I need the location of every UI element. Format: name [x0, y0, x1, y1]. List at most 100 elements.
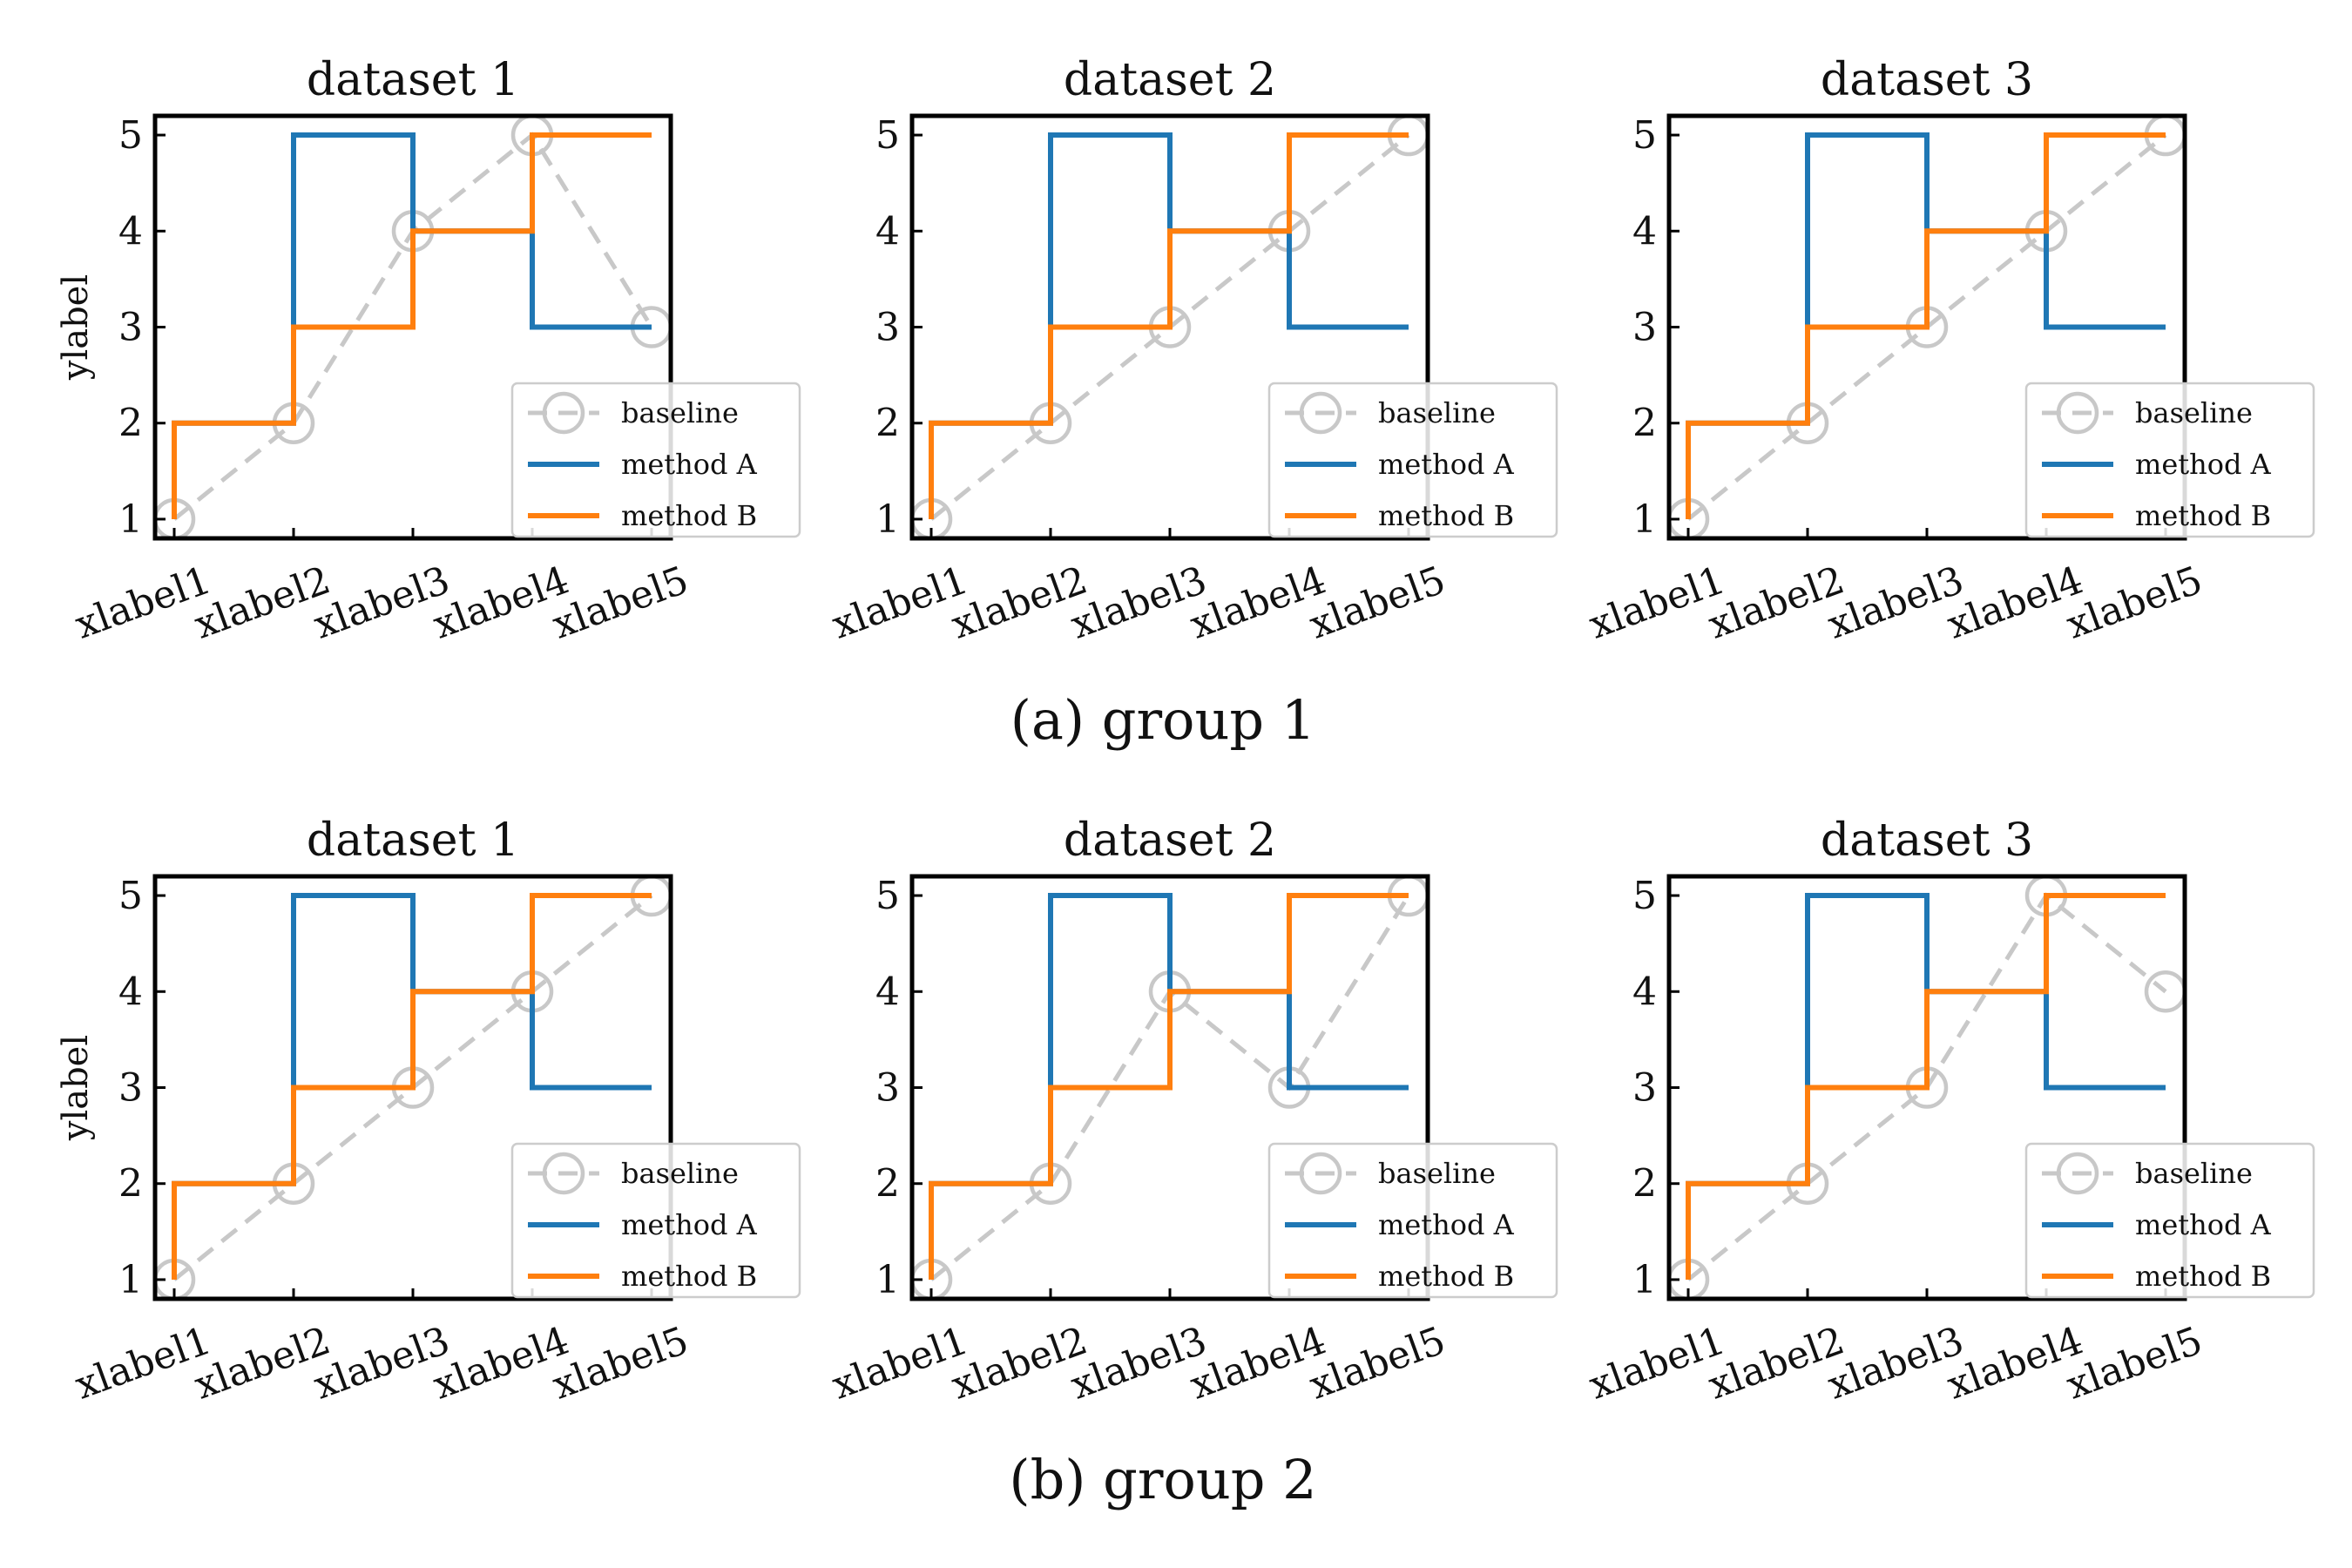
method-b-line	[172, 132, 652, 519]
legend-baseline-marker	[2056, 391, 2099, 435]
x-tick-label: xlabel1	[827, 558, 974, 647]
y-tick-label: 2	[875, 402, 900, 446]
legend: baseline method A method B	[1267, 1142, 1558, 1299]
y-tick-label: 1	[875, 497, 900, 542]
y-tick-label: 4	[875, 209, 900, 253]
y-tick-label: 3	[875, 1066, 900, 1111]
legend-box	[510, 1142, 801, 1299]
y-tick-label: 3	[1632, 306, 1657, 350]
legend-label: method B	[1378, 499, 1514, 532]
y-tick-label: 5	[118, 874, 143, 918]
legend-label: method A	[1378, 448, 1515, 481]
y-tick-label: 3	[875, 306, 900, 350]
panel-title: dataset 2	[1064, 814, 1276, 867]
chart-panel-4: dataset 112345xlabel1xlabel2xlabel3xlabe…	[56, 814, 801, 1409]
panel-title: dataset 1	[307, 814, 519, 867]
y-axis-label: ylabel	[56, 274, 96, 381]
y-tick-label: 5	[118, 113, 143, 158]
panel-title: dataset 3	[1821, 54, 2033, 106]
x-tick-label: xlabel5	[1304, 1318, 1451, 1408]
x-tick-label: xlabel4	[1942, 558, 2089, 647]
x-tick-label: xlabel1	[827, 1318, 974, 1408]
method-b-line	[172, 893, 652, 1280]
y-tick-label: 1	[118, 497, 143, 542]
method-b-line	[929, 132, 1409, 519]
legend-label: method A	[621, 1208, 758, 1241]
y-tick-label: 2	[875, 1162, 900, 1206]
legend-label: baseline	[2135, 396, 2253, 429]
x-tick-label: xlabel1	[70, 558, 217, 647]
x-tick-label: xlabel5	[1304, 558, 1451, 647]
legend-label: method A	[2135, 448, 2272, 481]
legend-label: baseline	[621, 396, 739, 429]
legend-label: method B	[2135, 499, 2271, 532]
legend-baseline-marker	[2056, 1152, 2099, 1195]
x-tick-label: xlabel1	[1584, 1318, 1731, 1408]
y-tick-label: 1	[1632, 1258, 1657, 1302]
chart-panel-5: dataset 212345xlabel1xlabel2xlabel3xlabe…	[827, 814, 1558, 1409]
x-tick-label: xlabel2	[946, 558, 1093, 647]
legend-label: baseline	[621, 1157, 739, 1190]
x-tick-label: xlabel4	[1185, 558, 1332, 647]
legend: baseline method A method B	[2024, 1142, 2315, 1299]
legend-box	[1267, 382, 1558, 538]
legend-box	[2024, 382, 2315, 538]
y-tick-label: 5	[875, 113, 900, 158]
x-tick-label: xlabel4	[1185, 1318, 1332, 1408]
x-tick-label: xlabel4	[1942, 1318, 2089, 1408]
x-tick-label: xlabel1	[1584, 558, 1731, 647]
x-tick-label: xlabel2	[189, 558, 336, 647]
y-tick-label: 3	[1632, 1066, 1657, 1111]
legend-baseline-marker	[1299, 1152, 1342, 1195]
y-tick-label: 1	[1632, 497, 1657, 542]
legend-box	[1267, 1142, 1558, 1299]
legend-label: method A	[621, 448, 758, 481]
x-tick-label: xlabel5	[547, 1318, 694, 1408]
panel-title: dataset 2	[1064, 54, 1276, 106]
y-tick-label: 5	[1632, 874, 1657, 918]
x-tick-label: xlabel2	[1703, 1318, 1850, 1408]
legend: baseline method A method B	[510, 1142, 801, 1299]
y-tick-label: 4	[1632, 209, 1657, 253]
legend-label: baseline	[2135, 1157, 2253, 1190]
y-tick-label: 3	[118, 1066, 143, 1111]
y-tick-label: 4	[118, 970, 143, 1014]
legend-baseline-marker	[542, 1152, 585, 1195]
legend-label: method B	[621, 1260, 757, 1293]
chart-panel-1: dataset 112345xlabel1xlabel2xlabel3xlabe…	[56, 54, 801, 648]
legend-label: method A	[2135, 1208, 2272, 1241]
y-tick-label: 4	[875, 970, 900, 1014]
legend-label: method A	[1378, 1208, 1515, 1241]
x-tick-label: xlabel2	[946, 1318, 1093, 1408]
legend-label: baseline	[1378, 1157, 1496, 1190]
caption-group-1: (a) group 1	[1010, 688, 1315, 752]
x-tick-label: xlabel3	[308, 1318, 456, 1408]
legend-label: method B	[621, 499, 757, 532]
x-tick-label: xlabel1	[70, 1318, 217, 1408]
legend-label: method B	[1378, 1260, 1514, 1293]
legend-box	[510, 382, 801, 538]
x-tick-label: xlabel3	[1822, 1318, 1970, 1408]
x-tick-label: xlabel3	[1065, 1318, 1213, 1408]
legend: baseline method A method B	[510, 382, 801, 538]
y-tick-label: 2	[118, 402, 143, 446]
chart-panel-2: dataset 212345xlabel1xlabel2xlabel3xlabe…	[827, 54, 1558, 648]
y-tick-label: 4	[1632, 970, 1657, 1014]
y-tick-label: 2	[118, 1162, 143, 1206]
caption-group-2: (b) group 2	[1009, 1448, 1316, 1511]
legend: baseline method A method B	[2024, 382, 2315, 538]
legend-label: baseline	[1378, 396, 1496, 429]
y-tick-label: 2	[1632, 402, 1657, 446]
x-tick-label: xlabel5	[2061, 558, 2208, 647]
x-tick-label: xlabel5	[547, 558, 694, 647]
legend-baseline-marker	[1299, 391, 1342, 435]
x-tick-label: xlabel3	[308, 558, 456, 647]
y-tick-label: 3	[118, 306, 143, 350]
y-tick-label: 2	[1632, 1162, 1657, 1206]
x-tick-label: xlabel4	[428, 558, 575, 647]
legend-baseline-marker	[542, 391, 585, 435]
y-axis-label: ylabel	[56, 1035, 96, 1141]
chart-panel-6: dataset 312345xlabel1xlabel2xlabel3xlabe…	[1584, 814, 2315, 1409]
